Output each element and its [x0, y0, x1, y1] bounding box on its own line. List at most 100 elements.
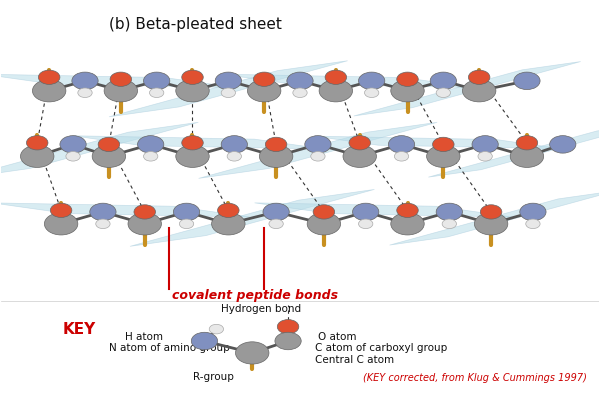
Circle shape [478, 152, 493, 161]
Circle shape [20, 145, 54, 168]
Circle shape [191, 332, 218, 350]
Circle shape [275, 332, 301, 350]
Polygon shape [0, 122, 198, 178]
Circle shape [38, 70, 60, 84]
Circle shape [253, 72, 275, 86]
Circle shape [353, 203, 379, 221]
Polygon shape [109, 61, 347, 117]
Circle shape [430, 72, 457, 90]
Circle shape [550, 136, 576, 153]
Circle shape [510, 145, 544, 168]
Circle shape [469, 70, 490, 84]
Polygon shape [254, 203, 512, 217]
Circle shape [514, 72, 540, 90]
Circle shape [442, 219, 457, 229]
Circle shape [433, 137, 454, 152]
Text: (KEY corrected, from Klug & Cummings 1997): (KEY corrected, from Klug & Cummings 199… [363, 373, 587, 383]
Circle shape [397, 72, 418, 86]
Circle shape [343, 145, 376, 168]
Circle shape [311, 152, 325, 161]
Polygon shape [199, 122, 437, 178]
Circle shape [179, 219, 194, 229]
Polygon shape [354, 62, 581, 116]
Circle shape [96, 219, 110, 229]
Circle shape [307, 213, 341, 235]
Circle shape [50, 203, 72, 218]
Circle shape [520, 203, 546, 221]
Circle shape [176, 145, 209, 168]
Text: covalent peptide bonds: covalent peptide bonds [172, 289, 338, 302]
Circle shape [182, 136, 203, 150]
Circle shape [391, 213, 424, 235]
Circle shape [143, 152, 158, 161]
Circle shape [209, 324, 224, 334]
Polygon shape [73, 136, 325, 149]
Circle shape [90, 203, 116, 221]
Circle shape [293, 88, 307, 98]
Polygon shape [0, 203, 250, 217]
Text: Hydrogen bond: Hydrogen bond [221, 304, 301, 314]
Circle shape [287, 72, 313, 90]
Circle shape [269, 219, 283, 229]
Circle shape [365, 88, 379, 98]
Circle shape [176, 80, 209, 102]
Circle shape [66, 152, 80, 161]
Circle shape [481, 205, 502, 219]
Polygon shape [130, 190, 374, 246]
Circle shape [221, 88, 235, 98]
Circle shape [388, 136, 415, 153]
Circle shape [516, 136, 538, 150]
Circle shape [472, 136, 498, 153]
Circle shape [391, 80, 424, 102]
Circle shape [463, 80, 496, 102]
Polygon shape [389, 191, 600, 245]
Circle shape [182, 70, 203, 84]
Circle shape [359, 219, 373, 229]
Polygon shape [314, 136, 560, 149]
Circle shape [72, 72, 98, 90]
Circle shape [319, 80, 353, 102]
Circle shape [215, 72, 241, 90]
Circle shape [325, 70, 347, 84]
Circle shape [128, 213, 161, 235]
Circle shape [221, 136, 247, 153]
Circle shape [305, 136, 331, 153]
Circle shape [110, 72, 131, 86]
Text: R-group: R-group [193, 372, 234, 382]
Circle shape [259, 145, 293, 168]
Circle shape [349, 136, 370, 150]
Circle shape [436, 88, 451, 98]
Circle shape [277, 320, 299, 334]
Circle shape [526, 219, 540, 229]
Circle shape [265, 137, 287, 152]
Circle shape [104, 80, 137, 102]
Circle shape [313, 205, 335, 219]
Circle shape [26, 136, 48, 150]
Circle shape [173, 203, 200, 221]
Circle shape [227, 152, 241, 161]
Circle shape [475, 213, 508, 235]
Circle shape [149, 88, 164, 98]
Text: O atom: O atom [318, 332, 356, 342]
Circle shape [427, 145, 460, 168]
Circle shape [134, 205, 155, 219]
Text: (b) Beta-pleated sheet: (b) Beta-pleated sheet [109, 17, 282, 32]
Circle shape [247, 80, 281, 102]
Circle shape [397, 203, 418, 218]
Circle shape [436, 203, 463, 221]
Text: KEY: KEY [62, 322, 95, 336]
Polygon shape [221, 74, 474, 88]
Circle shape [218, 203, 239, 218]
Circle shape [98, 137, 119, 152]
Text: N atom of amino group: N atom of amino group [109, 343, 230, 353]
Circle shape [44, 213, 78, 235]
Circle shape [137, 136, 164, 153]
Circle shape [60, 136, 86, 153]
Circle shape [235, 342, 269, 364]
Text: C atom of carboxyl group: C atom of carboxyl group [315, 343, 447, 353]
Text: H atom: H atom [125, 332, 163, 342]
Circle shape [359, 72, 385, 90]
Circle shape [263, 203, 289, 221]
Polygon shape [428, 124, 600, 177]
Polygon shape [0, 74, 235, 88]
